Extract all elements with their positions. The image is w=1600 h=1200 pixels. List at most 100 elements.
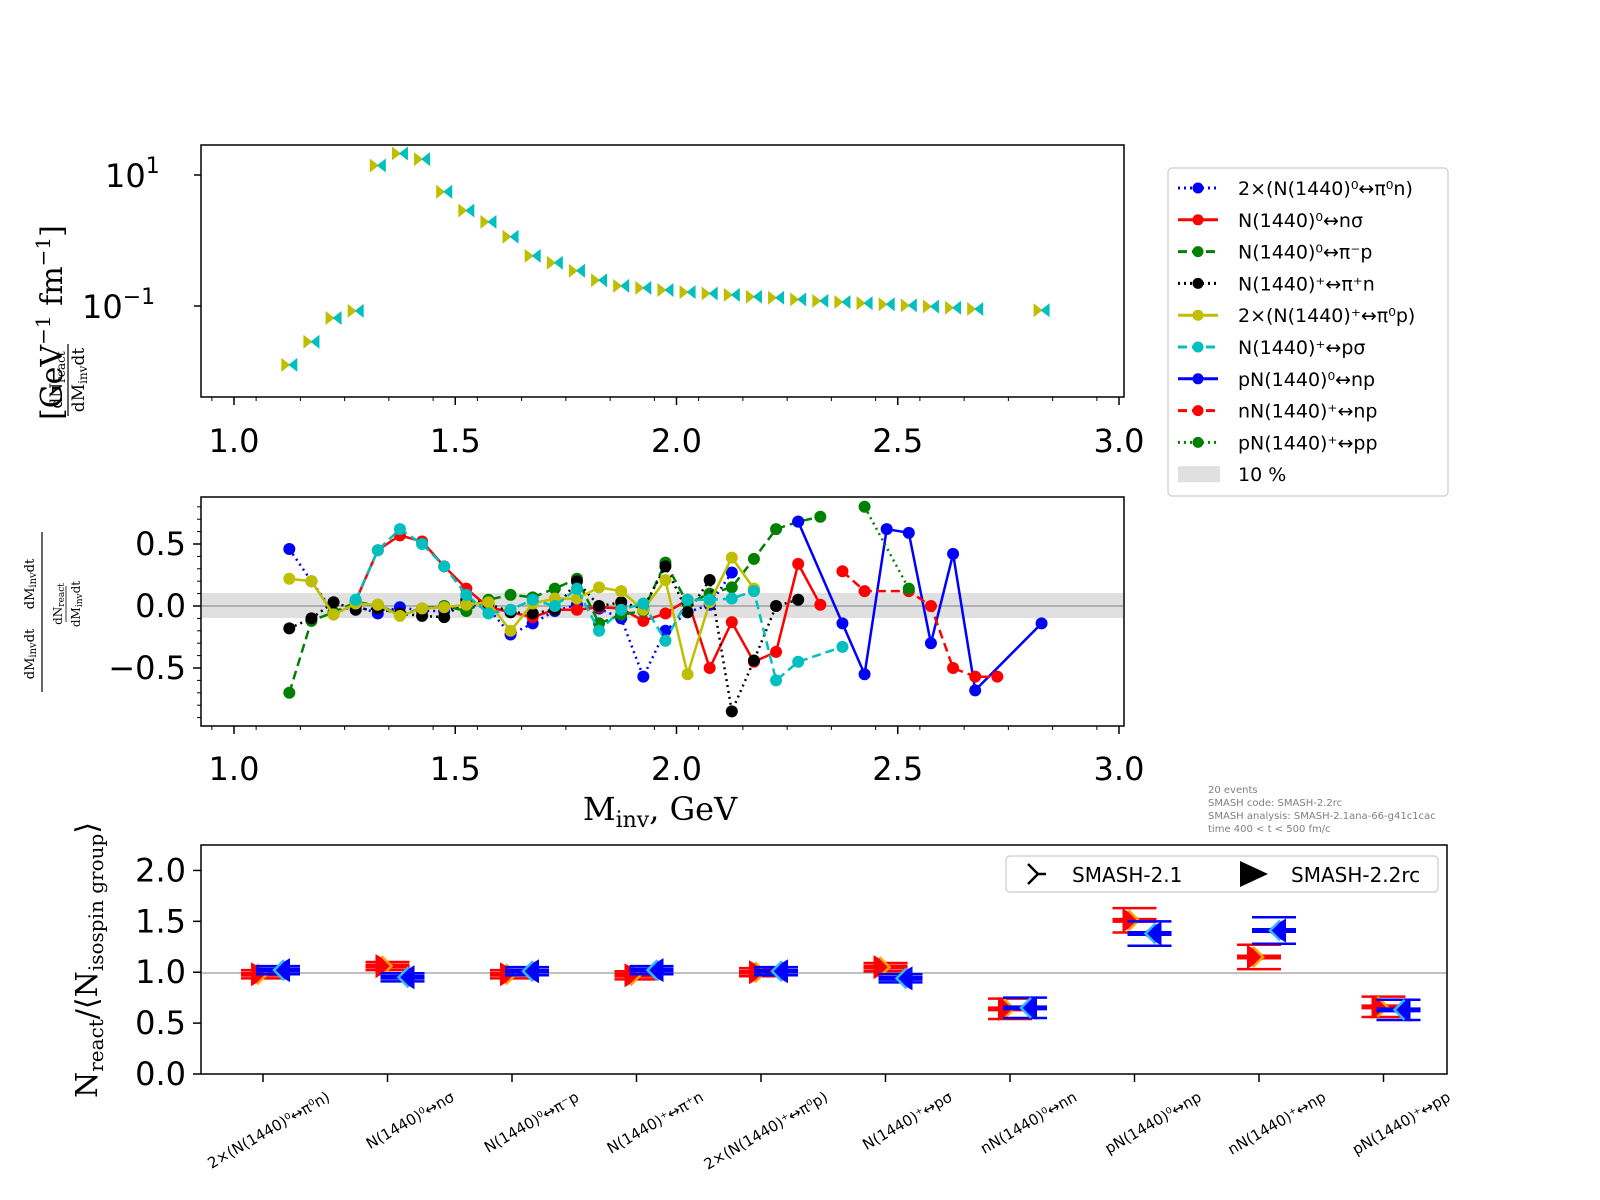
ratio-point [924, 600, 937, 612]
bottom-panel-marks [241, 906, 1421, 1022]
ratio-point [969, 670, 982, 683]
ratio-point [615, 603, 628, 616]
ratio-point [615, 585, 628, 598]
y-tick-label: 2.0 [135, 851, 186, 889]
top-y-axis-fraction: dNreact dMinvdt [47, 344, 90, 416]
svg-text:dMinvdt: dMinvdt [69, 581, 85, 627]
legend-item: N(1440)⁺↔pσ [1178, 337, 1365, 359]
category-label: 2×(N(1440)⁺↔π⁰p) [701, 1088, 831, 1174]
ratio-point [902, 526, 915, 539]
ratio-point [526, 593, 539, 606]
top-marker-left [369, 158, 379, 173]
ratio-point [924, 637, 937, 650]
ratio-point [725, 551, 738, 564]
category-label: N(1440)⁰↔nσ [363, 1088, 458, 1153]
top-marker-right [487, 214, 497, 229]
ratio-marker-right [1127, 920, 1172, 948]
ratio-point [836, 617, 849, 630]
top-panel-marks [281, 146, 1050, 372]
top-marker-left [391, 146, 401, 161]
top-marker-right [952, 300, 962, 315]
top-marker-left [458, 203, 468, 218]
ratio-point [703, 573, 716, 586]
middle-y-axis-label: dMinvdt dMinvdt dNreact dMinvdt [23, 532, 85, 692]
ratio-point [283, 572, 296, 585]
ratio-point [593, 624, 606, 637]
legend-label: N(1440)⁺↔pσ [1238, 337, 1365, 359]
ratio-point [416, 538, 429, 550]
ratio-point [637, 614, 650, 627]
svg-text:dMinvdt: dMinvdt [23, 558, 39, 609]
top-marker-right [531, 248, 541, 263]
y-tick-label: −0.5 [108, 649, 186, 687]
ratio-marker-right [1252, 916, 1296, 945]
ratio-point [725, 616, 738, 629]
ratio-point [305, 575, 318, 588]
top-marker-left [945, 300, 955, 315]
legend-label: 2×(N(1440)⁰↔π⁰n) [1238, 178, 1413, 200]
ratio-point [305, 612, 318, 625]
ratio-point [792, 655, 805, 668]
top-marker-left [745, 289, 755, 304]
ratio-marker-right [878, 966, 923, 991]
top-marker-right [885, 297, 895, 312]
ratio-point [460, 588, 473, 601]
legend-item-band: 10 % [1178, 464, 1286, 486]
top-panel: 1.0 1.5 2.0 2.5 3.0 101 10−1 [GeV−1 fm−1] dN… [31, 144, 1144, 460]
ratio-point [814, 510, 827, 523]
legend-item: N(1440)⁰↔π⁻p [1178, 242, 1372, 264]
top-marker-right [310, 334, 320, 349]
legend-item: pN(1440)⁰↔np [1178, 369, 1375, 391]
ratio-marker-right [505, 959, 549, 984]
ratio-marker-right [629, 958, 674, 983]
top-marker-right [598, 273, 608, 288]
ratio-point [460, 598, 473, 611]
ratio-point [703, 662, 716, 674]
top-marker-left [635, 280, 645, 295]
ratio-point [548, 600, 561, 612]
legend-label: 10 % [1238, 464, 1286, 486]
ratio-point [792, 557, 805, 570]
ratio-point [283, 686, 296, 699]
middle-panel: 1.0 1.5 2.0 2.5 3.0 0.5 0.0 −0.5 dMinvdt dMinv… [23, 496, 1144, 833]
top-marker-left [679, 285, 689, 300]
x-tick-label: 2.0 [651, 750, 702, 788]
ratio-point [1035, 617, 1048, 630]
top-marker-right [354, 303, 364, 318]
info-line-1: 20 events [1208, 785, 1258, 796]
top-marker-left [480, 214, 490, 229]
top-marker-right [421, 152, 431, 167]
ratio-point [659, 560, 672, 573]
ratio-marker-left [365, 954, 410, 979]
legend-label: N(1440)⁺↔π⁺n [1238, 273, 1375, 295]
top-marker-left [414, 152, 424, 167]
ratio-point [836, 640, 849, 653]
ratio-point [947, 662, 960, 674]
ratio-point [283, 622, 296, 635]
svg-text:dMinvdt: dMinvdt [23, 628, 39, 679]
top-marker-left [790, 292, 800, 307]
top-marker-right [465, 203, 475, 218]
top-marker-left [1033, 303, 1043, 318]
top-marker-left [347, 303, 357, 318]
x-tick-label: 1.0 [209, 750, 260, 788]
category-label: nN(1440)⁰↔nn [977, 1088, 1080, 1158]
ratio-point [725, 592, 738, 605]
top-marker-left [723, 287, 733, 302]
top-x-ticks: 1.0 1.5 2.0 2.5 3.0 [209, 397, 1144, 460]
top-marker-left [922, 299, 932, 314]
top-marker-right [907, 298, 917, 313]
ratio-marker-left [863, 955, 908, 980]
ratio-point [371, 544, 384, 557]
ratio-point [637, 597, 650, 610]
category-label: N(1440)⁺↔pσ [859, 1088, 956, 1154]
ratio-point [504, 624, 517, 637]
top-marker-left [878, 297, 888, 312]
legend-item: N(1440)⁺↔π⁺n [1178, 273, 1375, 295]
middle-y-ticks: 0.5 0.0 −0.5 [108, 506, 201, 719]
top-marker-left [900, 298, 910, 313]
category-label: 2×(N(1440)⁰↔π⁰n) [204, 1088, 333, 1173]
ratio-marker-right [380, 965, 425, 990]
top-marker-left [281, 357, 291, 372]
